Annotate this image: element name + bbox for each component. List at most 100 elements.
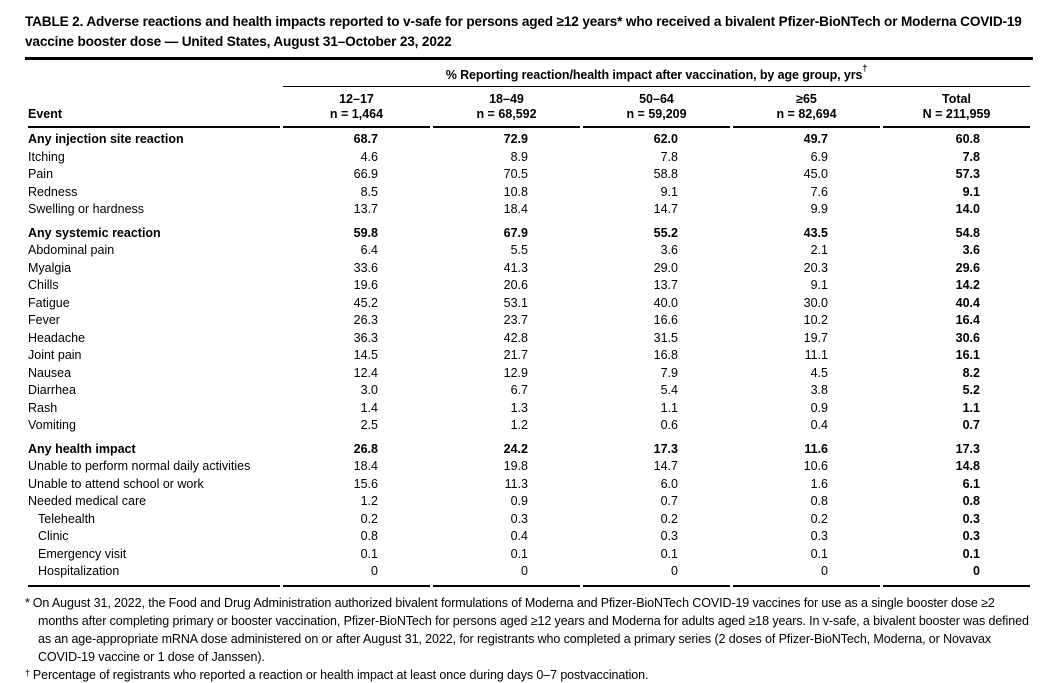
value-cell: 17.3 <box>955 441 980 456</box>
value-cell: 3.0 <box>360 383 378 398</box>
value-cell: 29.6 <box>955 260 980 275</box>
dagger-superscript: † <box>862 63 868 73</box>
value-cell: 72.9 <box>503 132 528 147</box>
value-cell: 8.2 <box>962 365 980 380</box>
value-cell: 10.8 <box>503 184 528 199</box>
event-label: Any systemic reaction <box>28 225 161 240</box>
value-cell: 15.6 <box>353 476 378 491</box>
span-header-row: % Reporting reaction/health impact after… <box>28 60 1030 88</box>
value-cell: 0.6 <box>660 418 678 433</box>
value-cell: 0.7 <box>962 418 980 433</box>
table-row: Any injection site reaction 68.7 72.9 62.0 4… <box>28 128 1030 149</box>
value-cell: 19.8 <box>503 459 528 474</box>
table-row: Any health impact 26.8 24.2 17.3 11.6 17.3 <box>28 435 1030 459</box>
event-label: Pain <box>28 167 54 182</box>
value-cell: 8.9 <box>510 149 528 164</box>
value-cell: 30.6 <box>955 330 980 345</box>
value-cell: 9.1 <box>660 184 678 199</box>
value-cell: 14.8 <box>955 459 980 474</box>
value-cell: 16.8 <box>653 348 678 363</box>
event-label: Clinic <box>38 529 69 544</box>
value-cell: 36.3 <box>353 330 378 345</box>
value-cell: 10.6 <box>803 459 828 474</box>
value-cell: 26.8 <box>353 441 378 456</box>
event-label: Unable to attend school or work <box>28 476 204 491</box>
value-cell: 53.1 <box>503 295 528 310</box>
sample-size-label: n = 59,209 <box>626 107 687 122</box>
value-cell: 8.5 <box>360 184 378 199</box>
value-cell: 11.1 <box>804 348 828 363</box>
value-cell: 14.0 <box>955 202 980 217</box>
sample-size-label: n = 68,592 <box>476 107 537 122</box>
table-body: Any injection site reaction 68.7 72.9 62.0 4… <box>28 128 1030 587</box>
value-cell: 20.3 <box>803 260 828 275</box>
event-label: Any health impact <box>28 441 136 456</box>
value-cell: 19.6 <box>353 278 378 293</box>
value-cell: 45.0 <box>803 167 828 182</box>
footnote-marker: † <box>25 668 30 679</box>
value-cell: 14.7 <box>653 202 678 217</box>
value-cell: 0.8 <box>360 529 378 544</box>
adverse-reactions-table: % Reporting reaction/health impact after… <box>25 60 1033 587</box>
event-label: Vomiting <box>28 418 76 433</box>
value-cell: 6.1 <box>962 476 980 491</box>
value-cell: 0.3 <box>962 529 980 544</box>
value-cell: 0.1 <box>510 546 528 561</box>
event-label: Unable to perform normal daily activitie… <box>28 459 251 474</box>
value-cell: 58.8 <box>653 167 678 182</box>
value-cell: 62.0 <box>653 132 678 147</box>
table-row: Hospitalization 0 0 0 0 0 <box>28 563 1030 587</box>
value-cell: 12.4 <box>353 365 378 380</box>
footnote-text: Percentage of registrants who reported a… <box>32 668 649 683</box>
value-cell: 66.9 <box>353 167 378 182</box>
value-cell: 29.0 <box>653 260 678 275</box>
value-cell: 14.7 <box>653 459 678 474</box>
value-cell: 0 <box>733 563 880 587</box>
value-cell: 21.7 <box>503 348 528 363</box>
value-cell: 0.1 <box>660 546 678 561</box>
table-row: Itching 4.6 8.9 7.8 6.9 7.8 <box>28 149 1030 167</box>
value-cell: 19.7 <box>803 330 828 345</box>
value-cell: 26.3 <box>353 313 378 328</box>
value-cell: 0.3 <box>810 529 828 544</box>
column-header-total: Total N = 211,959 <box>883 87 1030 129</box>
value-cell: 31.5 <box>653 330 678 345</box>
value-cell: 0.8 <box>962 494 980 509</box>
value-cell: 0.8 <box>810 494 828 509</box>
value-cell: 33.6 <box>353 260 378 275</box>
value-cell: 11.6 <box>804 441 828 456</box>
event-label: Itching <box>28 149 65 164</box>
event-label: Telehealth <box>38 511 95 526</box>
value-cell: 0.4 <box>510 529 528 544</box>
table-row: Abdominal pain 6.4 5.5 3.6 2.1 3.6 <box>28 242 1030 260</box>
event-label: Rash <box>28 400 58 415</box>
value-cell: 1.6 <box>810 476 828 491</box>
value-cell: 3.6 <box>962 243 980 258</box>
table-row: Myalgia 33.6 41.3 29.0 20.3 29.6 <box>28 260 1030 278</box>
value-cell: 18.4 <box>503 202 528 217</box>
value-cell: 2.1 <box>810 243 828 258</box>
event-label: Fatigue <box>28 295 70 310</box>
age-group-label: 18–49 <box>489 92 524 107</box>
value-cell: 0 <box>883 563 1030 587</box>
value-cell: 0.1 <box>360 546 378 561</box>
value-cell: 6.4 <box>360 243 378 258</box>
age-group-label: ≥65 <box>796 92 817 107</box>
column-header-65-plus: ≥65 n = 82,694 <box>733 87 880 129</box>
value-cell: 16.6 <box>653 313 678 328</box>
event-label: Swelling or hardness <box>28 202 145 217</box>
value-cell: 0.1 <box>962 546 980 561</box>
footnote: * On August 31, 2022, the Food and Drug A… <box>25 594 1033 667</box>
value-cell: 0.7 <box>660 494 678 509</box>
value-cell: 3.6 <box>660 243 678 258</box>
value-cell: 10.2 <box>803 313 828 328</box>
value-cell: 40.4 <box>955 295 980 310</box>
value-cell: 1.1 <box>660 400 678 415</box>
value-cell: 5.2 <box>962 383 980 398</box>
sample-size-label: N = 211,959 <box>922 107 991 122</box>
value-cell: 1.2 <box>510 418 528 433</box>
value-cell: 4.5 <box>810 365 828 380</box>
value-cell: 0.9 <box>810 400 828 415</box>
value-cell: 11.3 <box>504 476 528 491</box>
table-row: Rash 1.4 1.3 1.1 0.9 1.1 <box>28 400 1030 418</box>
